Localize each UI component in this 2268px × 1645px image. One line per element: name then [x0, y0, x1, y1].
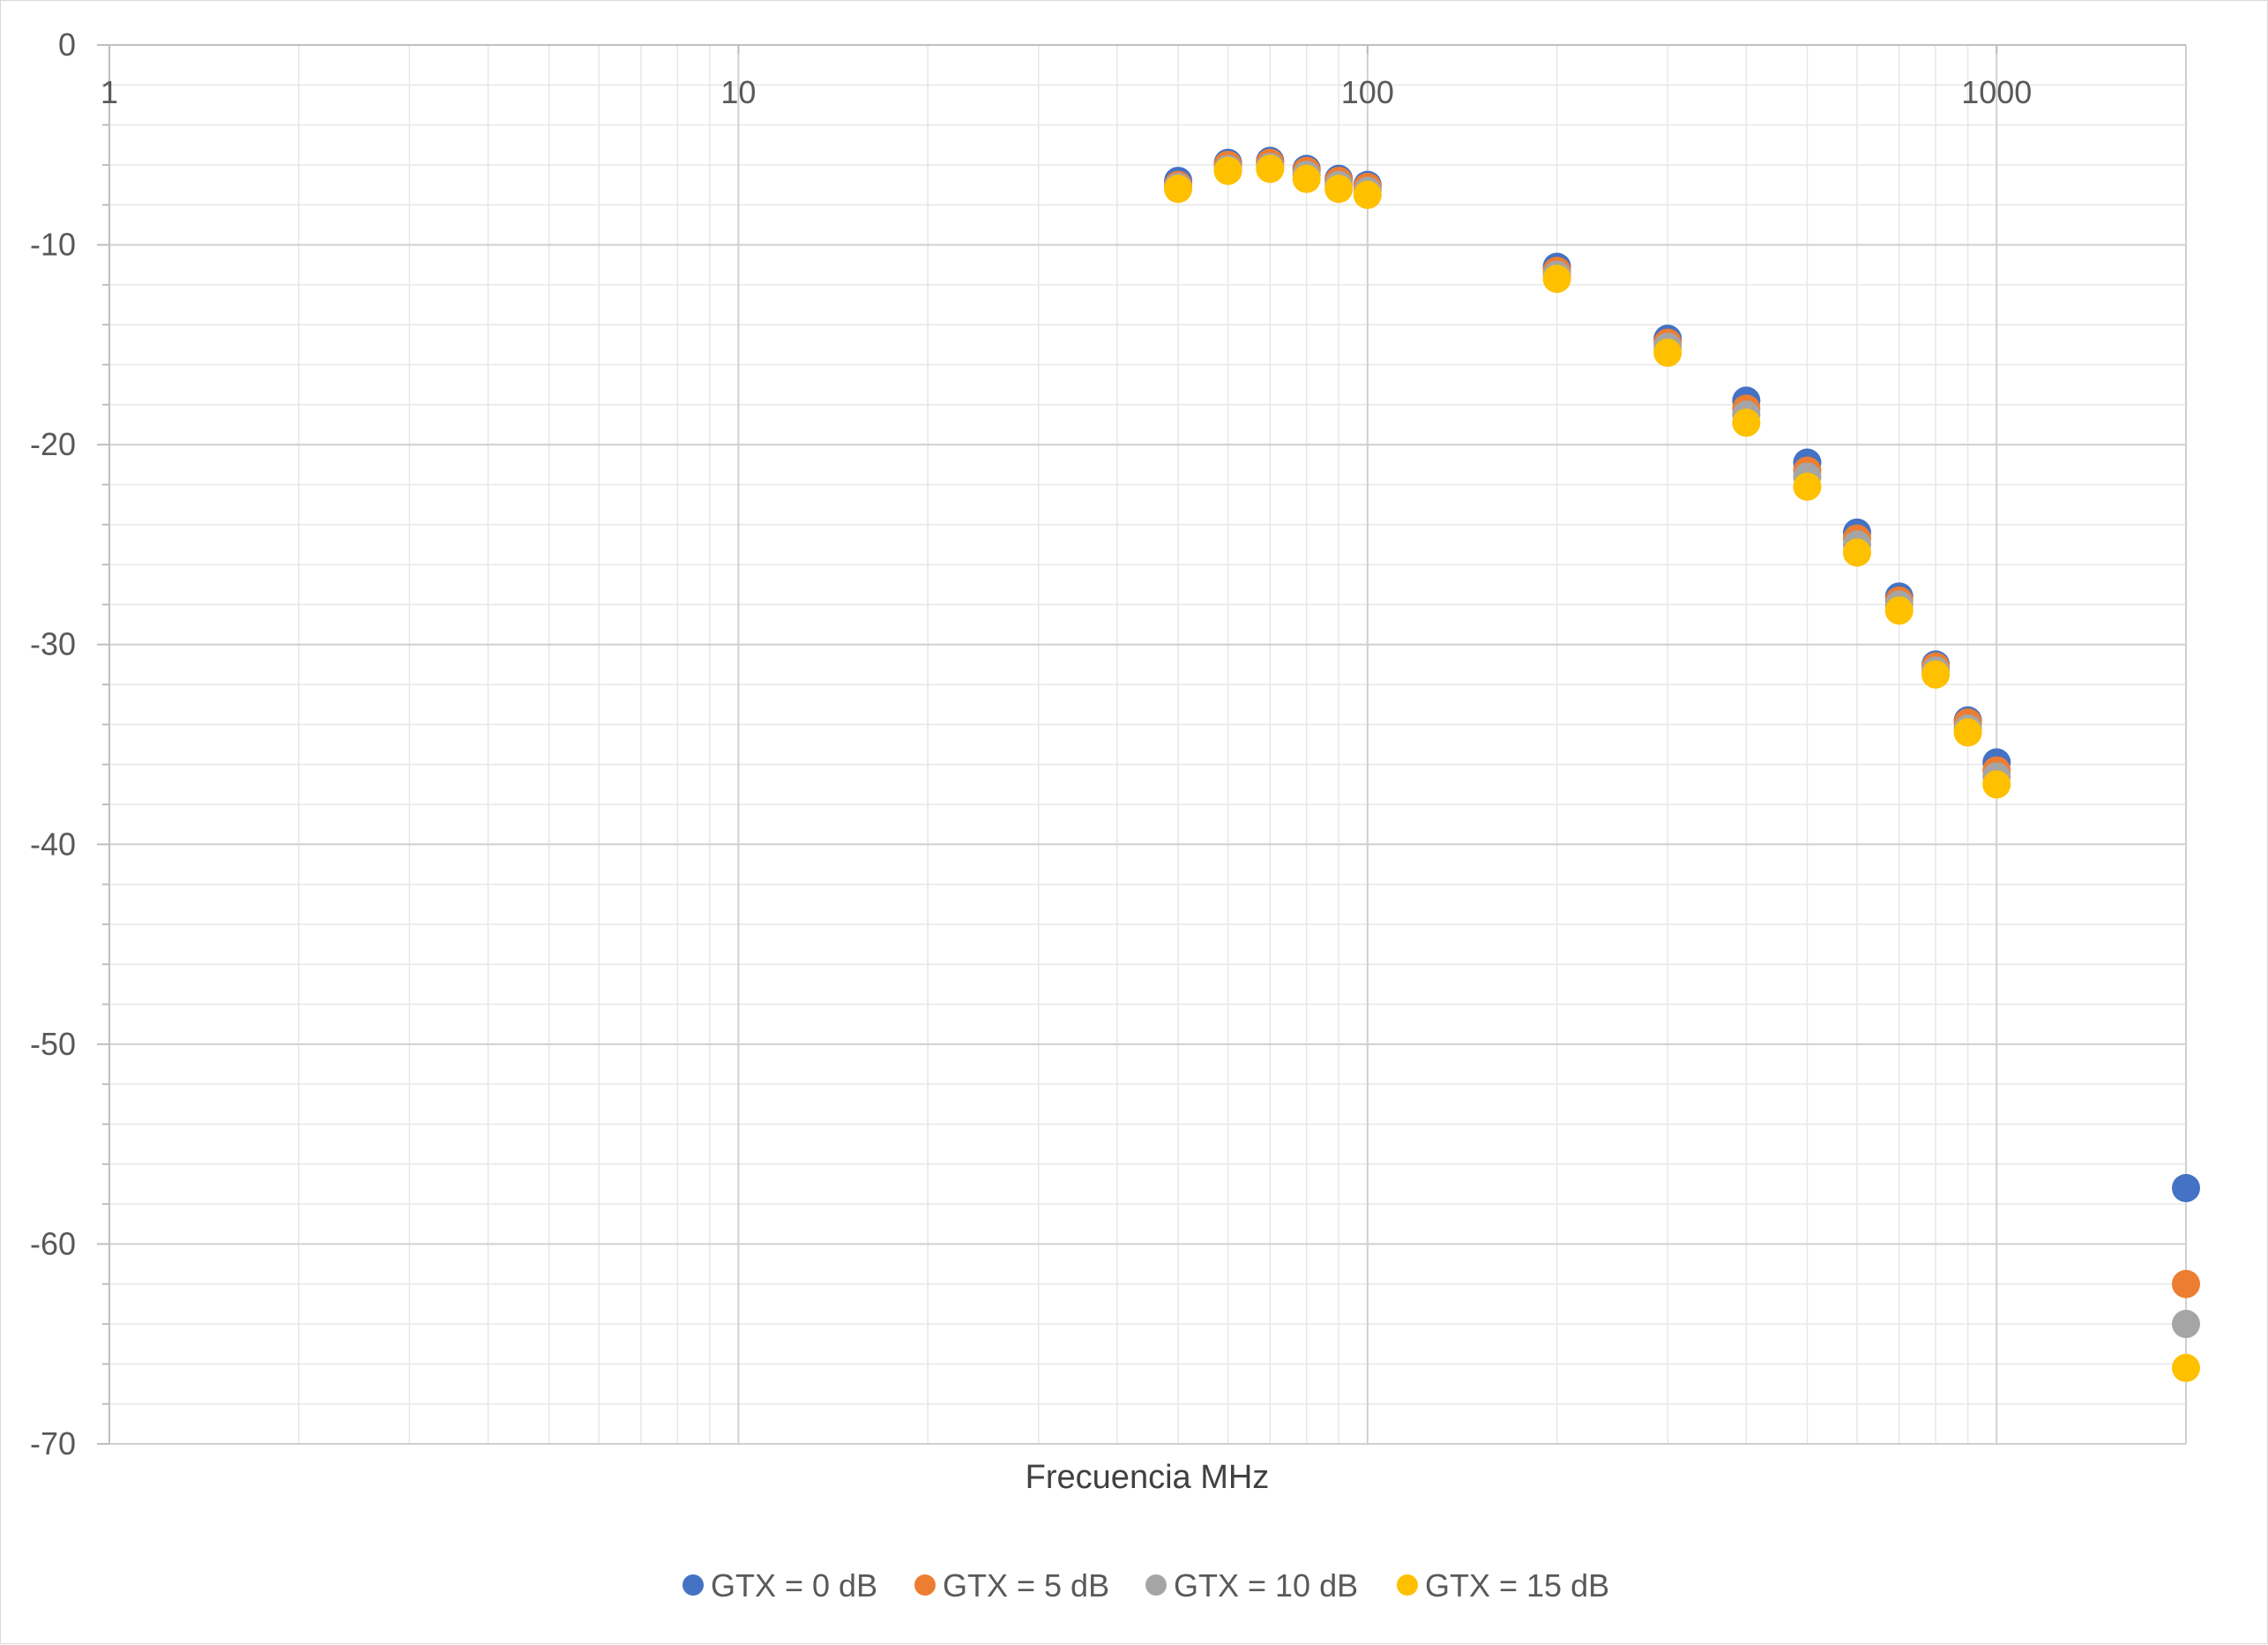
data-point: [1164, 175, 1193, 204]
x-tick-label: 100: [1341, 74, 1394, 110]
series-group: [1164, 148, 2200, 1298]
y-tick-label: -20: [30, 426, 76, 462]
x-axis-title: Frecuencia MHz: [1026, 1459, 1270, 1496]
data-point: [1982, 770, 2011, 799]
data-point: [1921, 660, 1951, 689]
data-point: [2172, 1353, 2200, 1382]
data-point: [1292, 164, 1321, 193]
legend: GTX = 0 dB GTX = 5 dB GTX = 10 dB GTX = 15 …: [683, 1567, 1609, 1604]
legend-marker: [1145, 1574, 1167, 1596]
x-tick-label: 1000: [1961, 74, 2032, 110]
y-tick-label: -60: [30, 1225, 76, 1261]
data-points: [1164, 146, 2200, 1382]
legend-marker: [683, 1574, 704, 1596]
data-point: [1353, 180, 1382, 209]
y-tick-label: -30: [30, 626, 76, 662]
series-group: [1164, 154, 2200, 1382]
legend-label: GTX = 0 dB: [711, 1567, 877, 1604]
data-point: [1324, 175, 1354, 204]
data-point: [2172, 1310, 2200, 1339]
legend-label: GTX = 5 dB: [943, 1567, 1109, 1604]
data-point: [1884, 596, 1914, 625]
y-tick-label: -70: [30, 1425, 76, 1462]
y-tick-label: -40: [30, 826, 76, 862]
legend-marker: [914, 1574, 936, 1596]
y-tick-label: 0: [58, 26, 76, 63]
legend-marker: [1397, 1574, 1418, 1596]
data-point: [1793, 472, 1822, 501]
y-tick-label: -50: [30, 1026, 76, 1062]
x-tick-label: 1: [101, 74, 118, 110]
series-group: [1164, 153, 2200, 1339]
data-point: [1213, 156, 1242, 185]
data-point: [1732, 408, 1761, 437]
data-point: [1256, 154, 1285, 183]
data-point: [1653, 338, 1682, 367]
x-tick-label: 10: [720, 74, 756, 110]
grid: [108, 44, 2187, 1445]
data-point: [1842, 538, 1871, 567]
axes: 0 -10 -20 -30 -40 -50 -60 -70 1 10 100 1000: [30, 26, 2186, 1462]
legend-label: GTX = 10 dB: [1174, 1567, 1358, 1604]
y-tick-label: -10: [30, 227, 76, 263]
data-point: [1542, 265, 1571, 294]
data-point: [2172, 1269, 2200, 1298]
data-point: [2172, 1173, 2200, 1202]
data-point: [1953, 718, 1982, 747]
legend-label: GTX = 15 dB: [1425, 1567, 1609, 1604]
